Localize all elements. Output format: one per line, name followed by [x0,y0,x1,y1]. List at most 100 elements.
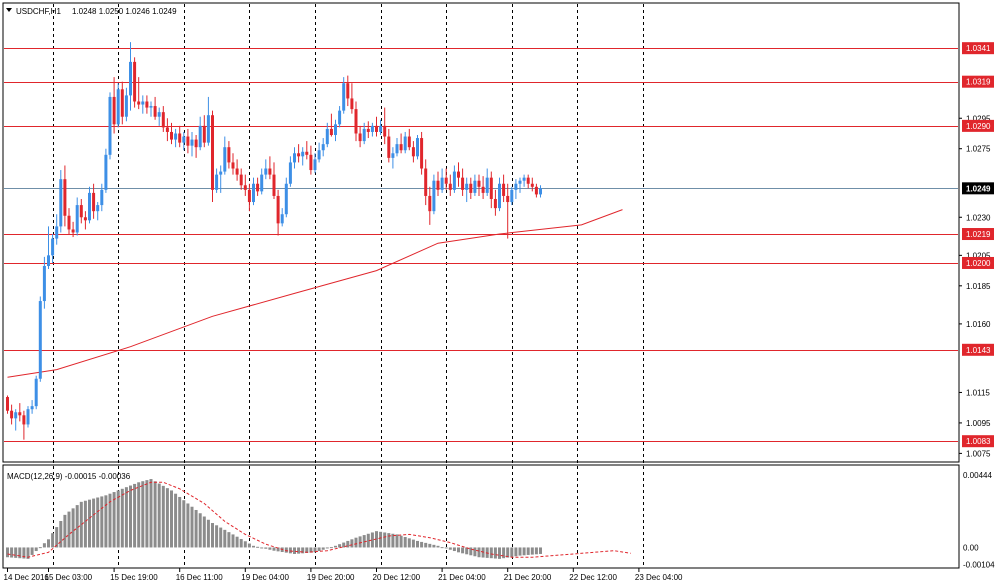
candle [124,87,128,122]
macd-bar [34,547,38,552]
candle-body [18,412,22,416]
candle [370,122,374,137]
macd-bar [293,547,296,554]
price-level-label: 1.0319 [966,78,991,87]
price-level-tag [962,343,994,356]
candle-body [284,183,288,215]
candle [342,77,346,114]
candle-body [420,138,424,169]
macd-bar [432,544,436,548]
candle-body [305,151,309,155]
candle-body [457,171,460,178]
candle [133,57,137,108]
candle [129,42,132,111]
macd-bar [83,500,87,548]
candle [260,168,264,195]
candle [477,174,481,196]
candle-body [215,174,219,190]
macd-bar [206,519,210,548]
candle-body [329,128,333,136]
candle-body [38,301,42,379]
candle [215,168,219,193]
macd-bar [370,532,374,548]
price-level-tag [962,228,994,241]
price-axis: 1.00751.00951.01151.01601.01851.02051.02… [959,42,995,569]
macd-bar [264,547,268,549]
candle-body [211,115,214,190]
macd-bar [309,547,313,553]
macd-bar [498,547,501,559]
candle-body [395,144,399,154]
candle [112,77,116,134]
macd-bar [329,547,333,549]
macd-bar [202,516,206,548]
candle [6,395,9,414]
candle [276,189,280,236]
candle-body [75,205,79,233]
candle-body [55,226,59,239]
macd-bar [108,493,112,548]
candle-body [325,128,329,145]
candle [379,119,383,136]
candle-body [301,151,305,157]
y-tick-label: 1.0205 [966,251,991,260]
macd-bar [124,487,128,548]
candle [416,135,419,160]
candle [469,177,473,199]
candle [321,138,325,157]
candle-body [178,133,182,143]
macd-bar [260,547,264,549]
candle [206,96,210,146]
candle-body [104,154,108,190]
macd-bar [182,500,186,548]
price-level-tag [962,75,994,88]
macd-bar [493,547,497,559]
candle [424,159,428,206]
candle-body [461,177,465,190]
candle-body [141,101,145,105]
candle-body [346,83,350,99]
candle [391,147,395,169]
candle [440,168,444,193]
candle-body [350,98,354,110]
candle-body [379,125,383,132]
macd-bar [362,535,366,548]
candle [461,168,465,196]
price-level-label: 1.0219 [966,230,991,239]
candle-body [67,215,71,230]
macd-bar [96,497,100,548]
macd-bar [268,547,272,550]
macd-bar [59,520,63,548]
candle [280,208,284,227]
candle-body [26,409,30,425]
candle [309,145,313,175]
macd-bar [305,547,309,553]
candle [485,168,489,196]
candle [354,101,358,142]
candle [14,409,18,431]
candle-body [83,217,87,221]
macd-bar [51,533,55,548]
macd-panel [6,479,631,559]
current-price-label: 1.0249 [966,184,991,193]
candle [182,131,186,151]
macd-bar [469,547,473,556]
candle [350,83,354,114]
candle-body [256,183,260,192]
macd-bar [223,529,227,548]
candle-body [47,255,50,267]
candle-body [313,159,317,171]
candle [362,122,366,145]
candle-body [383,125,387,137]
candle-body [428,195,432,212]
panel-frames [2,2,960,569]
candle [473,174,477,196]
chevron-down-icon[interactable] [6,8,12,12]
candle [141,95,145,114]
macd-bar [243,541,247,548]
price-level-tag [962,42,994,55]
y-tick-label: 1.0160 [966,320,991,329]
moving-average [7,209,623,378]
symbol-label: USDCHF,H1 [16,7,61,16]
